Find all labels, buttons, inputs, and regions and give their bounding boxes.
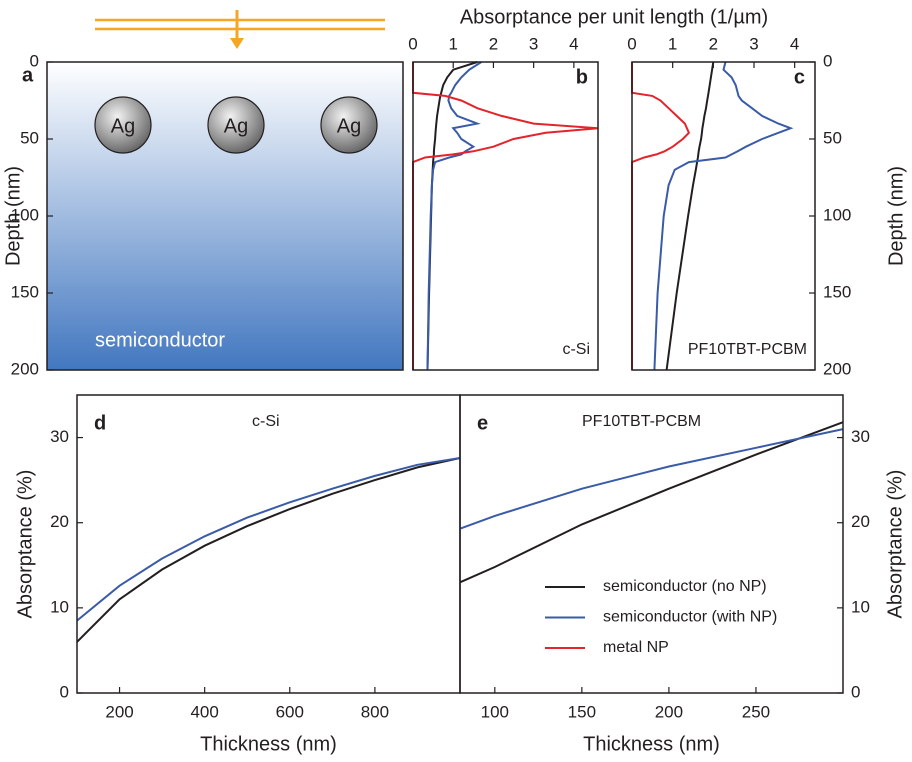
x-tick-label: 4 bbox=[790, 34, 799, 53]
series-line bbox=[76, 457, 461, 622]
profile-line bbox=[665, 61, 715, 371]
y-tick-label: 10 bbox=[50, 597, 69, 616]
y-tick-label: 10 bbox=[851, 597, 870, 616]
panel-title: c-Si bbox=[562, 341, 590, 358]
y-tick-label: 150 bbox=[823, 282, 851, 301]
panel-label: c bbox=[794, 66, 805, 88]
y-tick-label: 50 bbox=[823, 128, 842, 147]
legend-label: semiconductor (with NP) bbox=[603, 609, 777, 626]
panel-title: PF10TBT-PCBM bbox=[582, 413, 701, 430]
x-tick-label: 2 bbox=[489, 34, 498, 53]
y-tick-label: 0 bbox=[823, 51, 832, 70]
plot-frame bbox=[412, 61, 599, 371]
x-axis-label: Thickness (nm) bbox=[200, 733, 337, 755]
x-tick-label: 3 bbox=[529, 34, 538, 53]
legend-label: semiconductor (no NP) bbox=[603, 578, 767, 595]
particle-label: Ag bbox=[111, 115, 135, 137]
x-tick-label: 0 bbox=[408, 34, 417, 53]
y-tick-label: 30 bbox=[851, 427, 870, 446]
x-tick-label: 1 bbox=[668, 34, 677, 53]
series-line bbox=[459, 421, 844, 584]
x-tick-label: 1 bbox=[448, 34, 457, 53]
profile-line bbox=[631, 62, 691, 370]
x-tick-label: 0 bbox=[627, 34, 636, 53]
material-label: semiconductor bbox=[95, 329, 225, 351]
y-tick-label: 50 bbox=[20, 128, 39, 147]
profile-line bbox=[412, 62, 599, 370]
y-tick-label: 100 bbox=[11, 205, 39, 224]
x-tick-label: 600 bbox=[276, 702, 304, 721]
y-tick-label: 0 bbox=[30, 51, 39, 70]
panel-label: b bbox=[576, 66, 588, 88]
y-tick-label: 100 bbox=[823, 205, 851, 224]
y-tick-label: 20 bbox=[50, 512, 69, 531]
nanoparticle bbox=[320, 96, 378, 154]
y-axis-label: Depth (nm) bbox=[885, 166, 907, 266]
x-tick-label: 150 bbox=[568, 702, 596, 721]
incident-light bbox=[95, 10, 385, 49]
x-tick-label: 250 bbox=[742, 702, 770, 721]
x-tick-label: 100 bbox=[481, 702, 509, 721]
x-tick-label: 400 bbox=[190, 702, 218, 721]
plot-frame bbox=[631, 61, 816, 371]
panel-label: e bbox=[477, 412, 488, 434]
x-tick-label: 3 bbox=[749, 34, 758, 53]
x-tick-label: 2 bbox=[709, 34, 718, 53]
y-axis-label: Absorptance (%) bbox=[14, 470, 36, 619]
nanoparticle bbox=[207, 96, 265, 154]
x-tick-label: 4 bbox=[569, 34, 578, 53]
y-tick-label: 0 bbox=[60, 682, 69, 701]
nanoparticle bbox=[94, 96, 152, 154]
x-tick-label: 800 bbox=[361, 702, 389, 721]
y-tick-label: 0 bbox=[851, 682, 860, 701]
particle-label: Ag bbox=[224, 115, 248, 137]
y-tick-label: 150 bbox=[11, 282, 39, 301]
y-tick-label: 20 bbox=[851, 512, 870, 531]
y-axis-label: Absorptance (%) bbox=[884, 470, 906, 619]
plot-frame bbox=[76, 394, 461, 694]
plot-frame bbox=[459, 394, 844, 694]
y-tick-label: 200 bbox=[11, 359, 39, 378]
x-tick-label: 200 bbox=[655, 702, 683, 721]
panel-label: a bbox=[22, 64, 34, 86]
y-tick-label: 200 bbox=[823, 359, 851, 378]
y-tick-label: 30 bbox=[50, 427, 69, 446]
series-line bbox=[459, 428, 844, 530]
panel-title: c-Si bbox=[252, 413, 280, 430]
profile-line bbox=[426, 61, 482, 371]
profile-line bbox=[653, 61, 794, 371]
panel-title: PF10TBT-PCBM bbox=[688, 341, 807, 358]
x-tick-label: 200 bbox=[105, 702, 133, 721]
panel-label: d bbox=[94, 412, 106, 434]
x-axis-label: Thickness (nm) bbox=[583, 733, 720, 755]
x-axis-label: Absorptance per unit length (1/µm) bbox=[460, 6, 768, 28]
series-line bbox=[76, 457, 461, 643]
y-axis-label: Depth (nm) bbox=[2, 166, 24, 266]
particle-label: Ag bbox=[337, 115, 361, 137]
legend-label: metal NP bbox=[603, 639, 669, 656]
